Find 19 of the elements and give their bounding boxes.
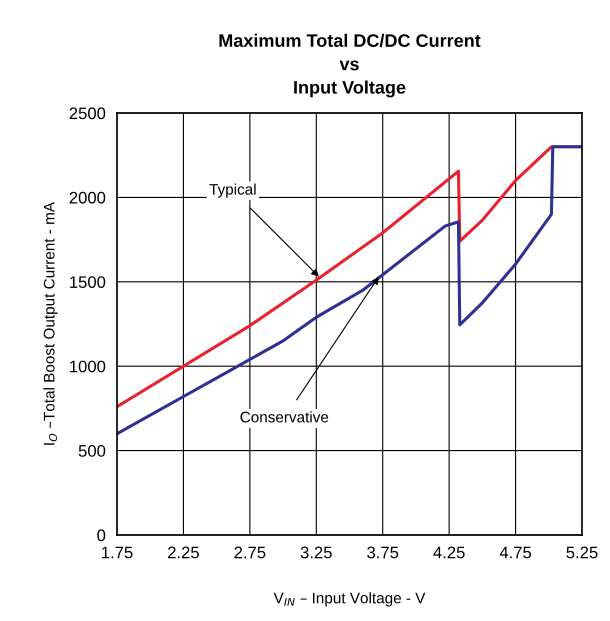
x-tick-label: 3.75 — [367, 546, 398, 558]
annotation: Conservative — [240, 411, 328, 423]
x-tick-label: 2.75 — [234, 546, 266, 558]
y-tick-label: 0 — [97, 529, 106, 542]
x-tick-label: 2.25 — [168, 546, 199, 558]
x-tick-label: 5.25 — [566, 546, 598, 558]
y-tick-label: 1500 — [70, 276, 106, 288]
annotation: Typical — [209, 184, 256, 198]
y-axis-title: I$_{O}$ –Total Boost Output Current - mA — [43, 202, 58, 445]
chart-title: Maximum Total DC/DC Current vs Input Voltage — [219, 34, 481, 98]
x-tick-label: 3.25 — [300, 546, 332, 558]
y-tick-label: 500 — [78, 445, 106, 457]
y-tick-label: 2500 — [70, 107, 106, 120]
x-tick-label: 4.75 — [500, 546, 532, 558]
y-tick-label: 1000 — [70, 360, 106, 372]
y-tick-label: 2000 — [70, 192, 106, 204]
x-tick-label: 1.75 — [102, 546, 133, 558]
x-axis-title: V$_{IN}$ – Input Voltage - V — [274, 592, 426, 606]
x-tick-label: 4.25 — [433, 546, 465, 558]
